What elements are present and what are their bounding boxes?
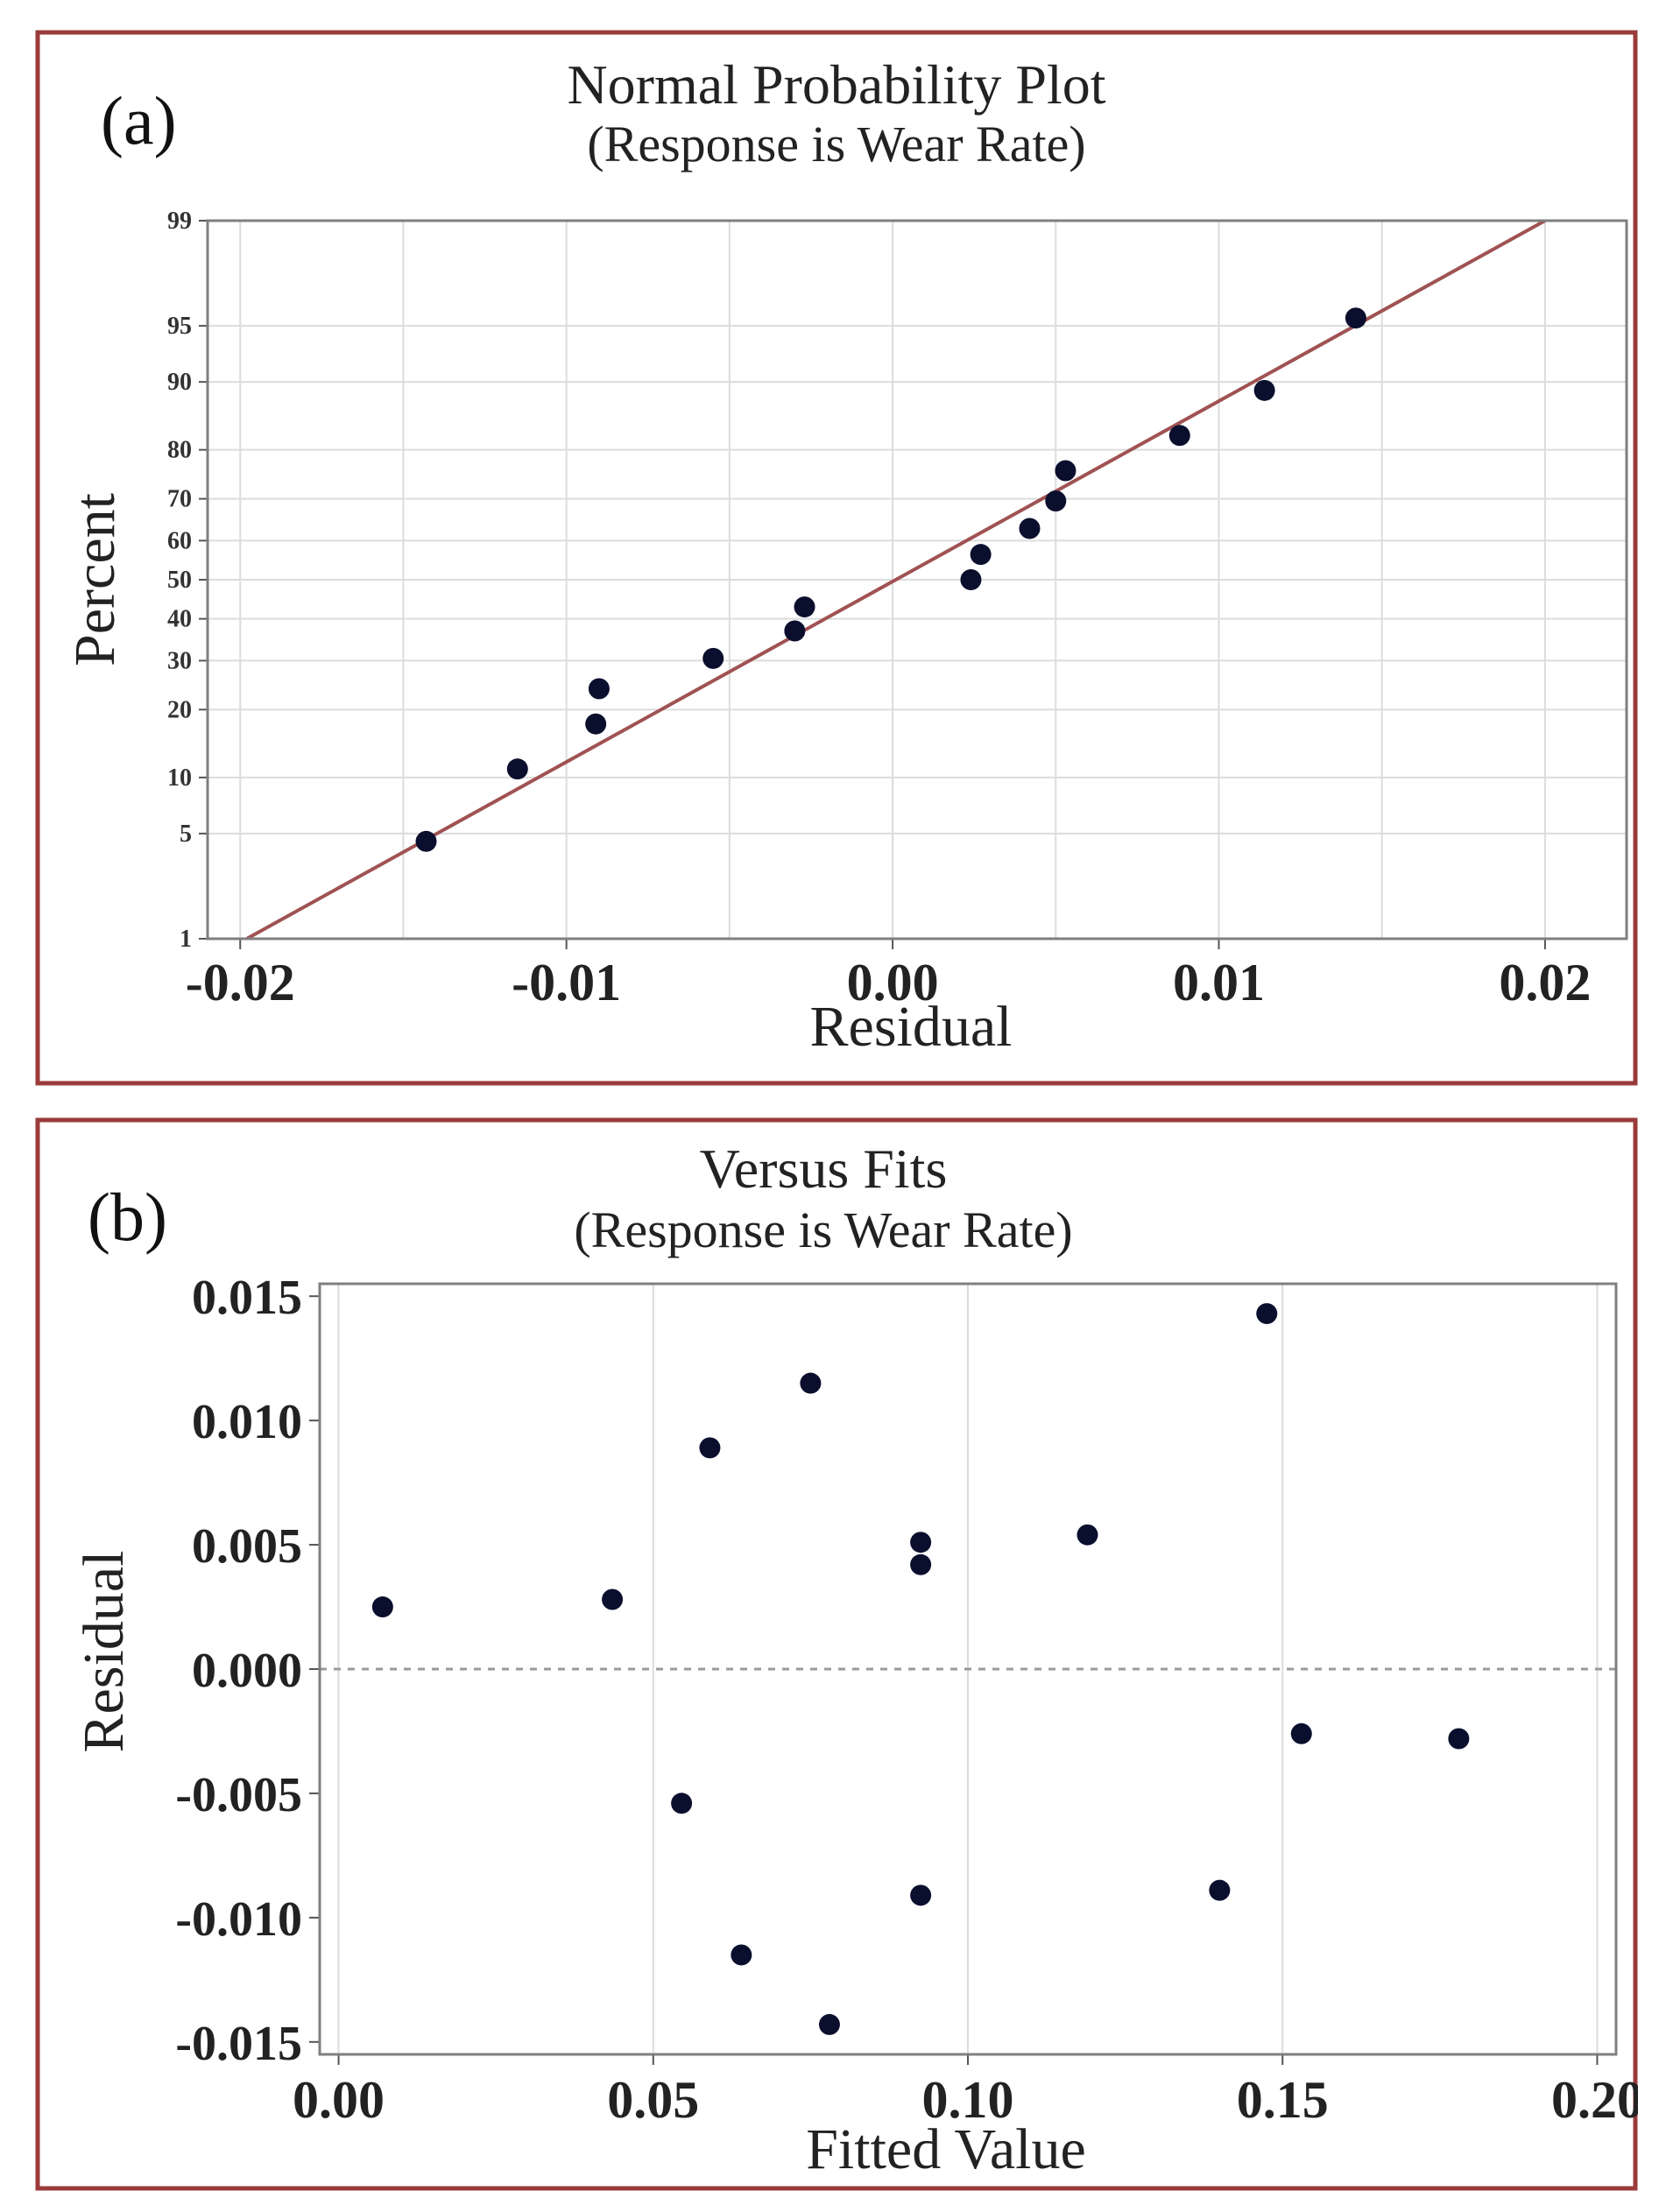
x-tick-label: 0.10: [922, 2071, 1014, 2129]
y-tick-label: -0.005: [175, 1768, 302, 1822]
y-tick-label: 0.000: [192, 1644, 302, 1698]
data-point: [970, 544, 992, 566]
data-point: [1345, 307, 1366, 329]
x-tick-label: 0.01: [1173, 954, 1265, 1011]
y-tick-label: 80: [167, 437, 192, 464]
plot-area-border: [318, 1282, 1618, 2056]
y-tick-label: 99: [167, 208, 192, 235]
chart-title: Normal Probability Plot: [567, 53, 1105, 116]
data-point: [910, 1532, 932, 1553]
y-tick-label: 40: [167, 606, 192, 633]
data-point: [794, 596, 815, 618]
data-point: [1256, 1303, 1278, 1325]
data-point: [671, 1793, 693, 1814]
data-point: [1045, 490, 1067, 512]
y-tick-label: -0.010: [175, 1892, 302, 1947]
data-point: [585, 713, 607, 735]
data-point: [1055, 460, 1077, 482]
panel-normal-probability: (a) Normal Probability Plot (Response is…: [35, 30, 1638, 1086]
data-point: [1019, 518, 1041, 539]
chart-normal-probability: (a) Normal Probability Plot (Response is…: [35, 30, 1638, 1086]
y-axis-label: Residual: [72, 1551, 136, 1753]
data-point: [588, 678, 610, 700]
chart-subtitle: (Response is Wear Rate): [574, 1201, 1072, 1258]
data-point: [602, 1589, 624, 1610]
panel-label: (b): [88, 1179, 167, 1255]
y-tick-label: 95: [167, 313, 192, 340]
y-tick-label: 0.005: [192, 1519, 302, 1574]
panel-frame: [35, 1117, 1638, 2191]
y-tick-label: 5: [180, 821, 192, 848]
y-tick-label: -0.015: [175, 2017, 302, 2071]
data-point: [1448, 1728, 1470, 1750]
y-tick-label: 30: [167, 647, 192, 674]
panel-versus-fits: (b) Versus Fits (Response is Wear Rate) …: [35, 1117, 1643, 2191]
x-tick-label: -0.01: [512, 954, 621, 1011]
y-axis-label: Percent: [63, 493, 127, 666]
y-tick-label: 20: [167, 696, 192, 723]
data-point: [1168, 425, 1190, 447]
x-tick-label: 0.00: [847, 954, 939, 1011]
y-tick-label: 10: [167, 764, 192, 792]
x-tick-label: 0.05: [607, 2071, 699, 2129]
chart-title: Versus Fits: [700, 1138, 948, 1200]
data-point: [731, 1944, 752, 1966]
data-point: [415, 830, 437, 852]
x-tick-label: -0.02: [186, 954, 295, 1011]
data-point: [818, 2013, 840, 2035]
data-point: [1290, 1722, 1312, 1744]
data-point: [702, 647, 724, 669]
data-point: [1209, 1879, 1231, 1901]
plot-area-border: [206, 219, 1628, 940]
data-point: [910, 1884, 932, 1906]
data-point: [506, 758, 528, 780]
data-point: [800, 1372, 822, 1394]
chart-versus-fits: (b) Versus Fits (Response is Wear Rate) …: [35, 1117, 1643, 2191]
y-tick-label: 70: [167, 486, 192, 513]
y-tick-label: 90: [167, 369, 192, 396]
data-point: [371, 1596, 393, 1618]
y-tick-label: 0.010: [192, 1395, 302, 1449]
x-tick-label: 0.15: [1237, 2071, 1329, 2129]
panel-label: (a): [101, 82, 177, 159]
data-point: [960, 569, 982, 590]
y-tick-label: 60: [167, 527, 192, 554]
x-tick-label: 0.20: [1551, 2071, 1638, 2129]
fit-line: [245, 219, 1546, 940]
data-point: [784, 620, 806, 642]
x-tick-label: 0.02: [1499, 954, 1591, 1011]
data-point: [1077, 1524, 1098, 1546]
panel-frame: [35, 30, 1638, 1086]
y-tick-label: 0.015: [192, 1271, 302, 1325]
y-tick-label: 1: [180, 926, 192, 953]
x-axis-label: Residual: [810, 995, 1013, 1059]
data-point: [699, 1437, 721, 1459]
data-point: [910, 1553, 932, 1575]
data-point: [1253, 379, 1275, 401]
y-tick-label: 50: [167, 567, 192, 594]
chart-subtitle: (Response is Wear Rate): [587, 116, 1085, 173]
x-axis-label: Fitted Value: [806, 2117, 1086, 2181]
x-tick-label: 0.00: [293, 2071, 385, 2129]
